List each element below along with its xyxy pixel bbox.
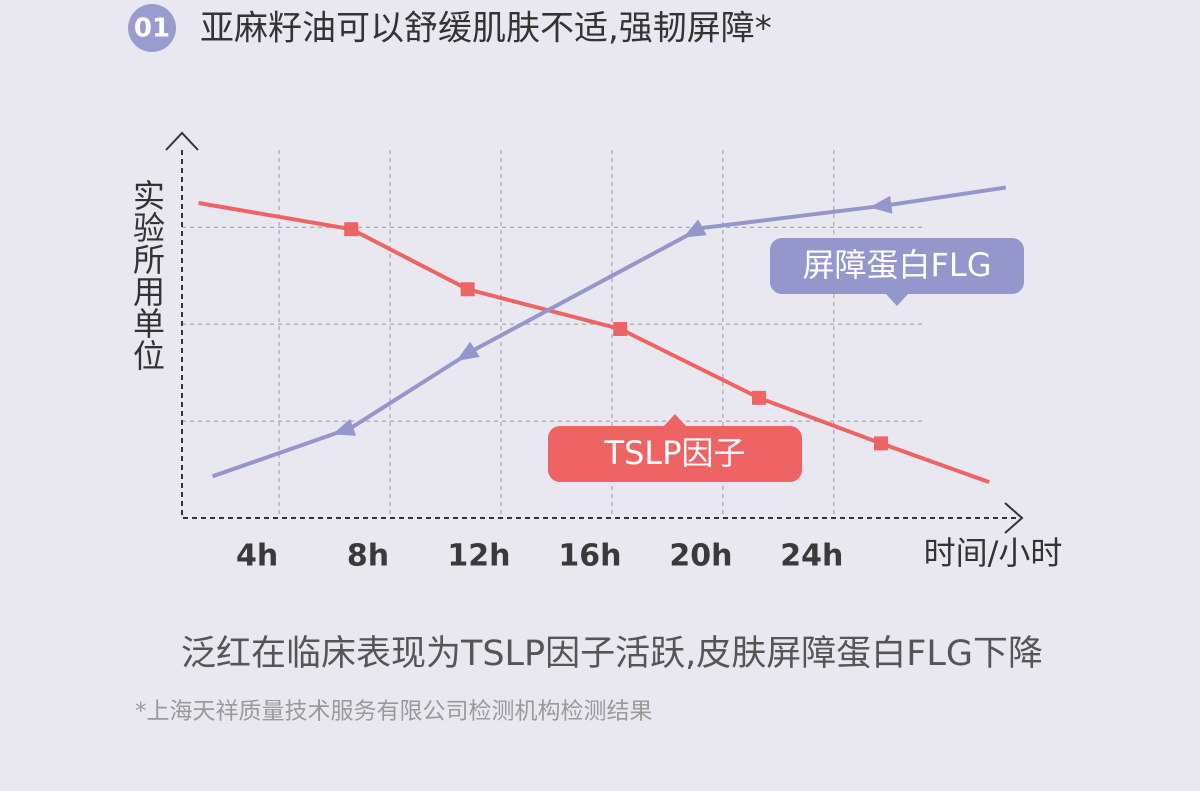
point xyxy=(344,222,359,237)
point xyxy=(751,390,766,405)
number-badge xyxy=(128,4,176,52)
point xyxy=(869,195,893,214)
footnote: *上海天祥质量技术服务有限公司检测机构检测结果 xyxy=(135,699,653,725)
point xyxy=(683,219,707,238)
legend-badge xyxy=(770,238,1024,294)
x-tick-label: 12h xyxy=(447,539,510,574)
caption: 泛红在临床表现为TSLP因子活跃,皮肤屏障蛋白FLG下降 xyxy=(181,634,1043,674)
axis-arrow xyxy=(165,131,199,151)
x-tick-label: 16h xyxy=(558,539,621,574)
number: 01 xyxy=(134,14,170,44)
x-tick-label: 4h xyxy=(236,539,278,574)
x-tick-label: 20h xyxy=(669,539,732,574)
point xyxy=(873,436,888,451)
point xyxy=(332,418,357,436)
legend-label: TSLP因子 xyxy=(604,434,746,472)
plot: 4h 8h 12h 16h 20h 24h TSLP因子 屏障蛋白FLG xyxy=(165,131,1024,574)
x-axis-label: 时间/小时 xyxy=(924,534,1063,572)
y-axis-label: 实验所用单位 xyxy=(128,179,166,371)
legend-label: 屏障蛋白FLG xyxy=(802,246,991,284)
point xyxy=(613,322,628,336)
legend-tip xyxy=(885,293,909,306)
point xyxy=(456,341,480,362)
legend-tip xyxy=(663,414,687,427)
point xyxy=(460,282,475,297)
title: 亚麻籽油可以舒缓肌肤不适,强韧屏障* xyxy=(200,9,772,49)
x-tick-label: 24h xyxy=(780,539,843,574)
axis-arrow xyxy=(1004,502,1024,534)
x-tick-label: 8h xyxy=(347,539,389,574)
legend-badge xyxy=(548,426,802,482)
series-line xyxy=(211,185,1007,479)
